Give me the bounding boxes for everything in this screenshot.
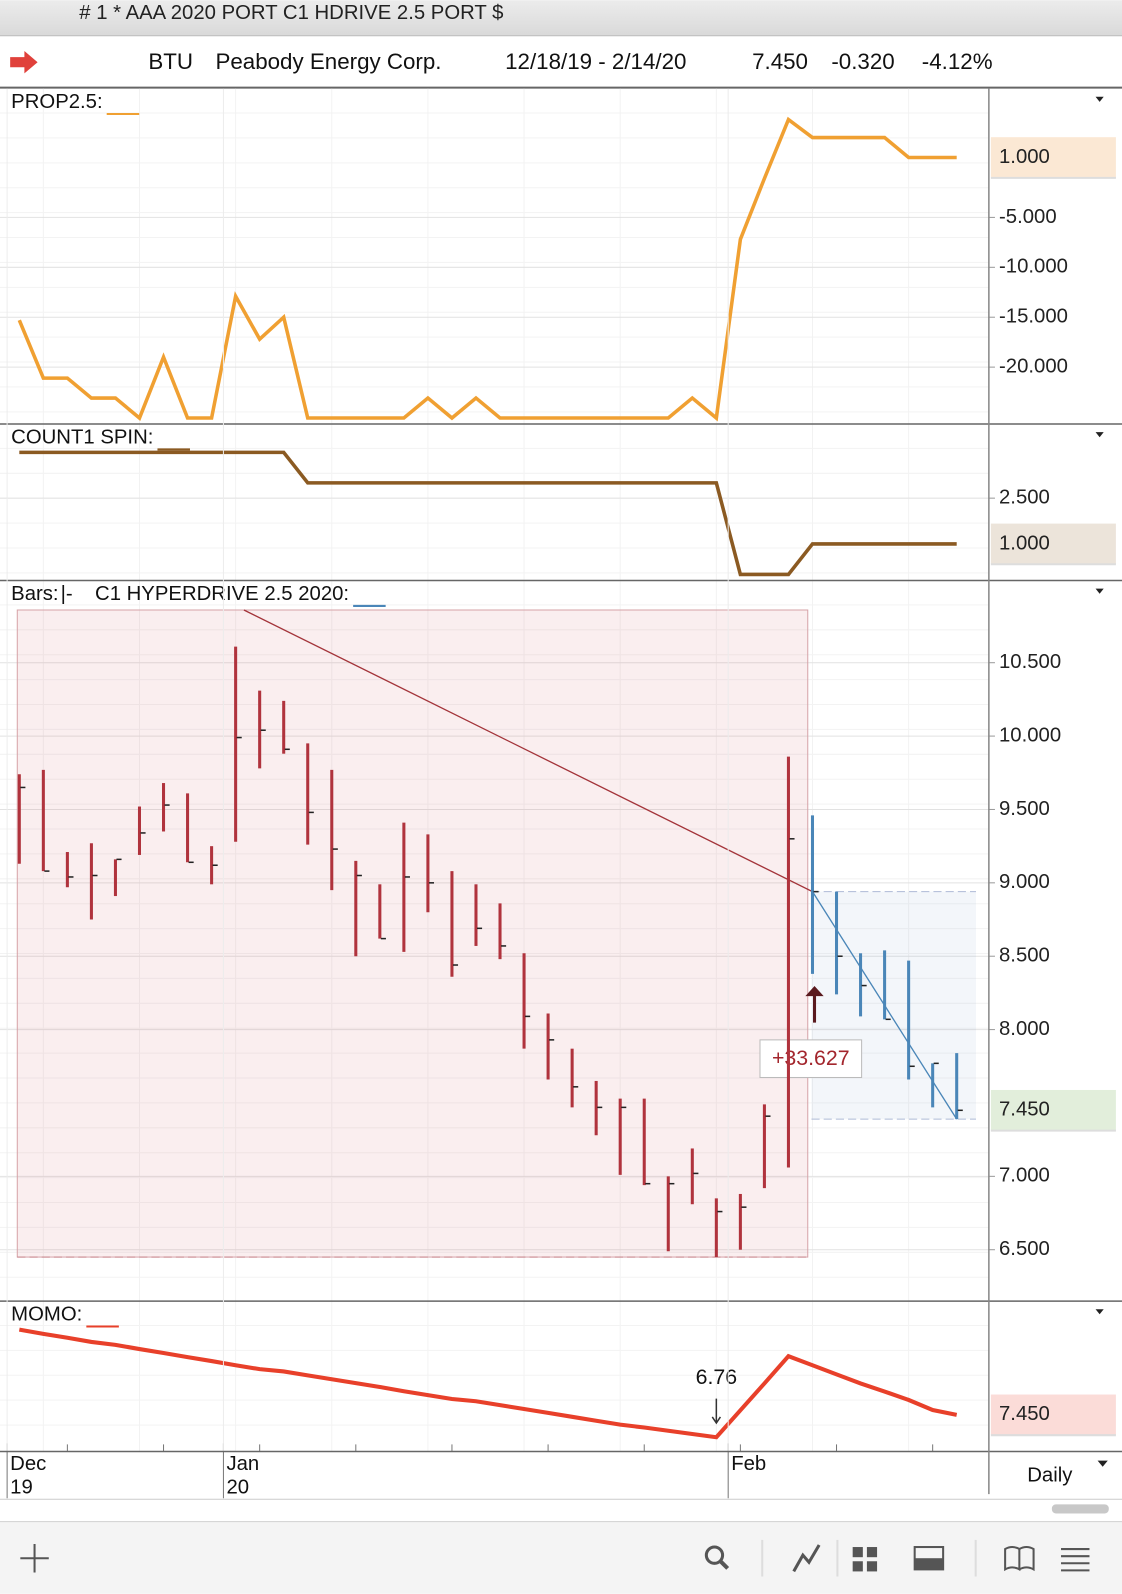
x-tick-label: Feb	[731, 1453, 766, 1475]
x-tick-year: 20	[226, 1476, 249, 1498]
projection-zone	[811, 891, 977, 1120]
signal-arrow-head	[805, 986, 824, 997]
search-button[interactable]	[704, 1545, 725, 1565]
x-tick-label: Jan	[226, 1453, 259, 1475]
layout-button-fill	[914, 1558, 944, 1570]
last-value-box	[990, 137, 1116, 178]
last-value-box	[990, 1394, 1116, 1436]
link-arrow-icon[interactable]	[10, 51, 38, 74]
y-tick-label: -5.000	[999, 206, 1057, 228]
callout-arrow-head	[711, 1416, 722, 1425]
y-tick-label: 8.000	[999, 1018, 1050, 1040]
percent-change: -4.12%	[922, 49, 993, 74]
scrollbar[interactable]	[1051, 1504, 1109, 1514]
legend-label: COUNT1 SPIN:	[11, 427, 153, 449]
legend-symbol: |-	[61, 583, 73, 605]
window-title: # 1 * AAA 2020 PORT C1 HDRIVE 2.5 PORT $	[79, 2, 503, 24]
line	[19, 450, 957, 577]
date-range: 12/18/19 - 2/14/20	[505, 49, 686, 74]
legend-label: PROP2.5:	[11, 91, 102, 113]
pattern-zone	[16, 609, 809, 1258]
line	[18, 1327, 958, 1440]
interval-dropdown[interactable]	[1097, 1460, 1108, 1467]
grid-button[interactable]	[852, 1547, 878, 1572]
grid-cell	[866, 1561, 878, 1572]
title-bar	[0, 0, 1122, 36]
annotation: +33.627	[772, 1046, 850, 1070]
trend-line	[243, 609, 813, 893]
value-callout: 6.76	[696, 1365, 738, 1389]
symbol: BTU	[148, 49, 193, 74]
y-tick-label: -10.000	[999, 256, 1068, 278]
y-tick-label: -20.000	[999, 355, 1068, 377]
y-tick-label: 6.500	[999, 1238, 1050, 1260]
y-tick-label: 10.000	[999, 724, 1061, 746]
y-tick-label: 2.500	[999, 487, 1050, 509]
interval-selector[interactable]: Daily	[1027, 1464, 1073, 1486]
add-button[interactable]	[20, 1543, 49, 1573]
last-value-label: 7.450	[999, 1099, 1050, 1121]
legend-label: MOMO:	[11, 1304, 82, 1326]
grid-cell	[852, 1561, 863, 1572]
y-tick-label: 10.500	[999, 651, 1061, 673]
menu-button[interactable]	[1061, 1548, 1090, 1572]
y-tick-label: 9.500	[999, 798, 1050, 820]
search-button-handle	[719, 1559, 730, 1570]
x-tick-year: 19	[10, 1476, 33, 1498]
panel-menu[interactable]	[1095, 1309, 1104, 1315]
chart-style-button[interactable]	[792, 1544, 821, 1573]
last-price: 7.450	[752, 49, 808, 74]
y-tick-label: 7.000	[999, 1165, 1050, 1187]
chart-area: -5.000 -10.000 -15.000 -20.000 PROP2.5: 1.000…	[0, 88, 1122, 1498]
grid-cell	[852, 1547, 863, 1558]
panel-menu[interactable]	[1095, 96, 1104, 102]
price-change: -0.320	[831, 49, 894, 74]
legend-label: Bars:	[11, 583, 58, 605]
line	[17, 116, 957, 422]
last-value-box	[990, 523, 1116, 565]
notes-button[interactable]	[1004, 1546, 1035, 1572]
last-value-box	[990, 1089, 1116, 1131]
panel-menu[interactable]	[1095, 432, 1104, 438]
legend-label: C1 HYPERDRIVE 2.5 2020:	[95, 583, 349, 605]
panel-menu[interactable]	[1095, 588, 1104, 594]
last-value-label: 7.450	[999, 1403, 1050, 1425]
company-name: Peabody Energy Corp.	[215, 49, 441, 74]
grid-cell	[866, 1547, 878, 1558]
annotation-box	[759, 1039, 863, 1078]
toolbar	[0, 1521, 1122, 1594]
last-value-label: 1.000	[999, 532, 1050, 554]
last-value-label: 1.000	[999, 146, 1050, 168]
y-tick-label: 8.500	[999, 945, 1050, 967]
y-tick-label: -15.000	[999, 306, 1068, 328]
x-tick-label: Dec	[10, 1453, 46, 1475]
y-tick-label: 9.000	[999, 871, 1050, 893]
